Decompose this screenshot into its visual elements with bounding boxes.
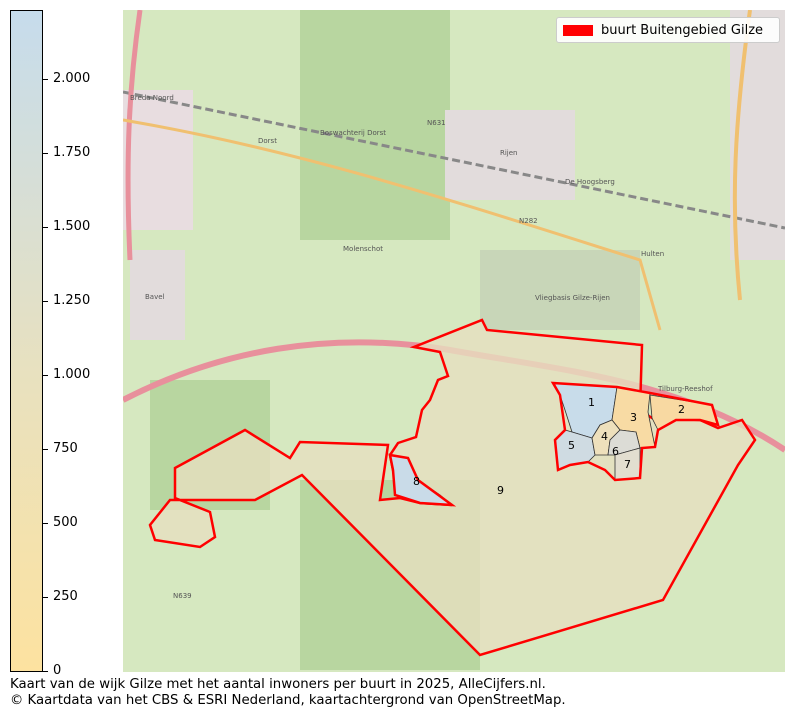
buurt-label: 7: [624, 458, 631, 471]
wijk-outline: [388, 381, 720, 507]
road: [732, 10, 752, 301]
colorbar-tick: 1.500: [43, 219, 90, 234]
buurt-label: 6: [612, 445, 619, 458]
buurt-label: 8: [413, 475, 420, 488]
place-label: Hulten: [641, 250, 664, 258]
place-label: De Hoogsberg: [565, 178, 615, 186]
place-label: Vliegbasis Gilze-Rijen: [535, 294, 610, 302]
legend-swatch: [563, 24, 593, 36]
place-label: Rijen: [500, 149, 518, 157]
buurt-label: 4: [601, 430, 608, 443]
place-label: Molenschot: [343, 245, 383, 253]
map[interactable]: 1 2 3 4 5 6 7 8 9 Dorst Rijen Molenschot…: [123, 10, 785, 672]
buurt-label: 5: [568, 439, 575, 452]
road-label: N639: [173, 592, 192, 600]
colorbar-tick: 250: [43, 589, 78, 604]
colorbar-tick: 1.250: [43, 293, 90, 308]
colorbar-tick: 1.750: [43, 145, 90, 160]
place-label: Bavel: [145, 293, 165, 301]
buurt-label: 1: [588, 396, 595, 409]
caption-line: Kaart van de wijk Gilze met het aantal i…: [10, 677, 546, 692]
road-label: N631: [427, 119, 446, 127]
forest-area: [300, 10, 450, 240]
urban-area: [130, 250, 185, 340]
buurt-label: 3: [630, 411, 637, 424]
place-label: Boswachterij Dorst: [320, 129, 386, 137]
colorbar-tick: 1.000: [43, 367, 90, 382]
place-label: Breda Noord: [130, 94, 174, 102]
road: [123, 118, 662, 331]
caption: Kaart van de wijk Gilze met het aantal i…: [10, 677, 566, 709]
colorbar-tick: 500: [43, 515, 78, 530]
colorbar-tick: 0: [43, 663, 61, 678]
airbase-area: [480, 250, 640, 330]
urban-area: [123, 90, 193, 230]
place-label: Tilburg-Reeshof: [657, 385, 713, 393]
map-legend: buurt Buitengebied Gilze: [556, 17, 780, 43]
place-label: Dorst: [258, 137, 277, 145]
caption-line: © Kaartdata van het CBS & ESRI Nederland…: [10, 693, 566, 708]
colorbar-tick: 750: [43, 441, 78, 456]
colorbar-tick: 2.000: [43, 71, 90, 86]
railway: [123, 90, 785, 230]
buurt-label: 2: [678, 403, 685, 416]
buurt-label: 9: [497, 484, 504, 497]
legend-label: buurt Buitengebied Gilze: [601, 22, 764, 38]
colorbar: [10, 10, 43, 672]
road-label: N282: [519, 217, 538, 225]
urban-area: [445, 110, 575, 200]
